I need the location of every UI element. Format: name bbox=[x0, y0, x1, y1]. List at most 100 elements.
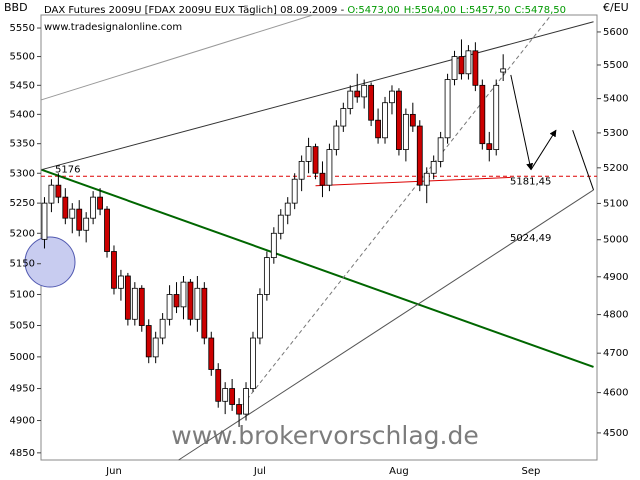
candle-body bbox=[340, 108, 347, 127]
y-tick-label: 5250 bbox=[10, 198, 35, 209]
trendline bbox=[41, 21, 594, 171]
candle-body bbox=[416, 125, 423, 186]
candle-body bbox=[257, 294, 263, 339]
candle-body bbox=[201, 287, 208, 339]
y-tick-label: 5150 bbox=[10, 259, 35, 270]
candle-body bbox=[83, 217, 90, 231]
candle-body bbox=[152, 337, 159, 358]
candle-body bbox=[270, 232, 277, 259]
y2-tick-label: 4600 bbox=[603, 388, 628, 399]
y2-tick-label: 4800 bbox=[603, 310, 628, 321]
x-tick-label: Sep bbox=[522, 466, 541, 477]
trendline bbox=[510, 74, 534, 171]
trendline bbox=[41, 168, 594, 368]
candle-body bbox=[354, 90, 361, 98]
candle-body bbox=[396, 90, 402, 150]
candle-body bbox=[118, 275, 124, 289]
y2-tick-label: 5100 bbox=[603, 198, 628, 209]
plot-area bbox=[40, 14, 598, 461]
y2-tick-label: 5400 bbox=[603, 94, 628, 105]
candle-body bbox=[236, 404, 242, 415]
trendline bbox=[572, 129, 594, 191]
candle-body bbox=[159, 318, 166, 339]
candle-body bbox=[375, 119, 381, 139]
candle-body bbox=[361, 84, 368, 98]
candle-body bbox=[69, 208, 76, 219]
y-tick-label: 5550 bbox=[10, 23, 35, 34]
candle-body bbox=[222, 388, 229, 402]
candle-body bbox=[486, 143, 493, 150]
candle-body bbox=[48, 184, 55, 204]
y2-tick-label: 5200 bbox=[603, 163, 628, 174]
candle-body bbox=[444, 79, 451, 139]
annotation: 5024,49 bbox=[510, 233, 551, 244]
candle-body bbox=[194, 287, 201, 320]
candle-body bbox=[215, 369, 222, 402]
candle-body bbox=[243, 388, 249, 415]
trendline bbox=[237, 14, 552, 411]
y-tick-label: 5300 bbox=[10, 168, 35, 179]
candle-body bbox=[458, 56, 465, 75]
ohlc-text: O:5473,00 bbox=[347, 5, 399, 16]
left-axis-label: BBD bbox=[4, 1, 28, 14]
x-tick-label: Jul bbox=[253, 466, 266, 477]
y-tick-label: 5200 bbox=[10, 228, 35, 239]
y-tick-label: 5100 bbox=[10, 289, 35, 300]
candle-body bbox=[62, 196, 69, 219]
candle-body bbox=[451, 56, 458, 80]
y-tick-label: 4850 bbox=[10, 448, 35, 459]
candle-body bbox=[208, 337, 215, 370]
candle-body bbox=[145, 325, 152, 358]
y-tick-label: 4950 bbox=[10, 384, 35, 395]
y2-tick-label: 4500 bbox=[603, 428, 628, 439]
y2-tick-label: 4900 bbox=[603, 272, 628, 283]
candle-body bbox=[180, 281, 187, 308]
candle-body bbox=[402, 113, 409, 150]
candle-body bbox=[104, 208, 110, 252]
candle-body bbox=[131, 287, 138, 320]
ohlc-text: L:5457,50 bbox=[460, 5, 510, 16]
candle-body bbox=[500, 68, 507, 73]
candle-body bbox=[333, 125, 340, 150]
title: DAX Futures 2009U [FDAX 2009U EUX Täglic… bbox=[44, 5, 347, 16]
y-tick-label: 5400 bbox=[10, 109, 35, 120]
candle-body bbox=[437, 137, 444, 162]
x-tick-label: Aug bbox=[389, 466, 409, 477]
y2-tick-label: 4700 bbox=[603, 348, 628, 359]
marks bbox=[41, 14, 597, 461]
trendline bbox=[178, 189, 594, 461]
trendline bbox=[315, 176, 511, 187]
candle-body bbox=[493, 84, 500, 150]
candle-body bbox=[465, 50, 472, 75]
candle-body bbox=[41, 202, 48, 240]
y-tick-label: 5350 bbox=[10, 139, 35, 150]
candle-body bbox=[173, 294, 180, 308]
candle-body bbox=[229, 388, 236, 405]
source: www.tradesignalonline.com bbox=[44, 22, 182, 33]
watermark: www.brokervorschlag.de bbox=[171, 421, 478, 450]
candle-body bbox=[423, 172, 430, 186]
y2-tick-label: 5300 bbox=[603, 128, 628, 139]
candle-body bbox=[291, 178, 298, 204]
candle-body bbox=[138, 287, 145, 326]
y-tick-label: 5000 bbox=[10, 352, 35, 363]
y2-tick-label: 5600 bbox=[603, 27, 628, 38]
annotation: 5181,45 bbox=[510, 176, 551, 187]
candle-body bbox=[277, 214, 284, 234]
title-line: DAX Futures 2009U [FDAX 2009U EUX Täglic… bbox=[44, 5, 566, 16]
y-tick-label: 5050 bbox=[10, 321, 35, 332]
y2-tick-label: 5000 bbox=[603, 235, 628, 246]
hline-label: 5176 bbox=[55, 164, 80, 175]
candle-body bbox=[187, 281, 194, 320]
candle-body bbox=[430, 160, 437, 174]
candle-body bbox=[97, 196, 103, 210]
candle-body bbox=[250, 337, 256, 389]
ohlc-text: H:5504,00 bbox=[404, 5, 456, 16]
candle-body bbox=[111, 251, 117, 289]
candle-body bbox=[124, 275, 131, 320]
highlight-circle bbox=[24, 236, 76, 288]
right-axis-label: €/EU bbox=[603, 1, 629, 14]
candle-body bbox=[479, 84, 486, 145]
y-tick-label: 5500 bbox=[10, 52, 35, 63]
